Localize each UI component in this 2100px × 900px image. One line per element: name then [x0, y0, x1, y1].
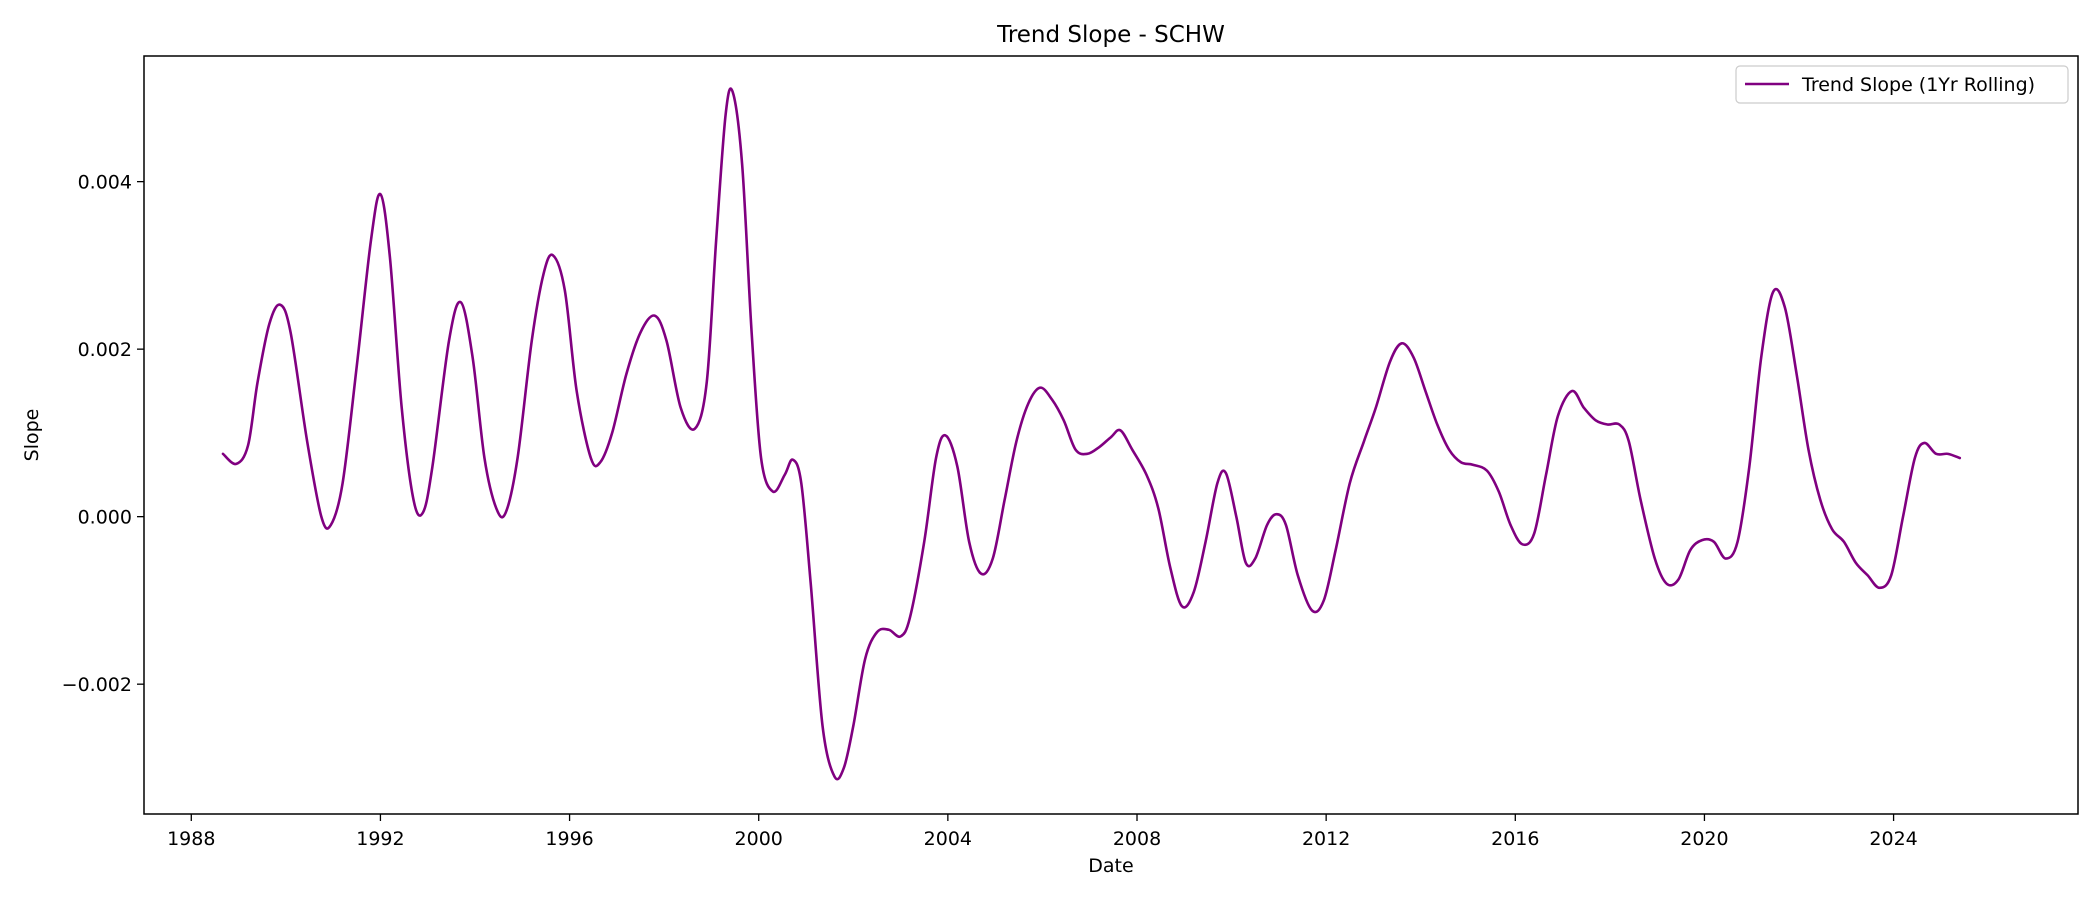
plot-frame [143, 55, 2079, 815]
x-axis: 1988 1992 1996 2000 2004 2008 2012 2016 2020 2024 [167, 814, 1918, 850]
y-tick-label: 0.002 [78, 339, 132, 361]
legend-box [1735, 65, 2069, 104]
plot-area [143, 55, 2079, 815]
y-tick-label: 0.004 [78, 172, 132, 194]
x-tick-label: 2012 [1302, 828, 1350, 850]
x-axis-label: Date [1088, 855, 1133, 877]
legend-label: Trend Slope (1Yr Rolling) [1801, 74, 2035, 96]
y-axis-label: Slope [21, 409, 43, 462]
x-tick-label: 2020 [1680, 828, 1728, 850]
y-tick-label: 0.000 [78, 507, 132, 529]
x-tick-label: 1996 [545, 828, 593, 850]
x-tick-label: 1992 [356, 828, 404, 850]
x-tick-label: 2024 [1869, 828, 1917, 850]
chart-title: Trend Slope - SCHW [996, 22, 1225, 48]
x-tick-label: 1988 [167, 828, 215, 850]
x-tick-label: 2000 [735, 828, 783, 850]
series-line-trend-slope [221, 87, 1962, 781]
legend: Trend Slope (1Yr Rolling) [1735, 65, 2069, 104]
y-tick-label: −0.002 [62, 674, 132, 696]
y-axis: −0.002 0.000 0.002 0.004 [62, 172, 144, 696]
x-tick-label: 2008 [1113, 828, 1161, 850]
x-tick-label: 2004 [924, 828, 972, 850]
x-tick-label: 2016 [1491, 828, 1539, 850]
